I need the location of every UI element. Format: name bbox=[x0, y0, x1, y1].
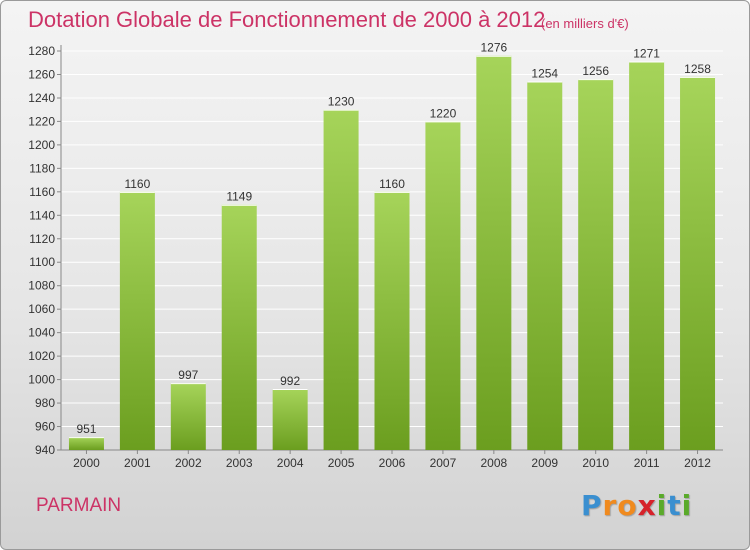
y-tick-label: 1000 bbox=[28, 373, 55, 387]
data-label: 1160 bbox=[124, 177, 150, 191]
commune-name: PARMAIN bbox=[36, 495, 122, 516]
bar bbox=[629, 61, 665, 450]
y-tick-label: 1200 bbox=[28, 138, 55, 152]
x-tick-label: 2008 bbox=[480, 456, 507, 470]
data-label: 1258 bbox=[684, 62, 711, 76]
x-tick-label: 2002 bbox=[175, 456, 202, 470]
logo-letter: o bbox=[617, 489, 638, 522]
y-tick-label: 1020 bbox=[28, 349, 55, 363]
x-tick-label: 2005 bbox=[328, 456, 355, 470]
bar bbox=[578, 79, 614, 450]
logo-letter: r bbox=[602, 489, 618, 522]
chart-title: Dotation Globale de Fonctionnement de 20… bbox=[28, 7, 546, 32]
bar bbox=[170, 383, 206, 450]
chart-subtitle: (en milliers d'€) bbox=[541, 16, 629, 31]
x-tick-label: 2001 bbox=[124, 456, 151, 470]
bar bbox=[680, 76, 716, 450]
y-tick-label: 1040 bbox=[28, 326, 55, 340]
x-tick-label: 2009 bbox=[531, 456, 558, 470]
y-tick-label: 1240 bbox=[28, 91, 55, 105]
bar bbox=[119, 191, 155, 450]
y-tick-label: 1100 bbox=[29, 255, 55, 269]
y-tick-label: 1280 bbox=[28, 44, 55, 58]
y-tick-label: 1080 bbox=[28, 279, 55, 293]
logo-letter: P bbox=[581, 489, 603, 522]
x-tick-label: 2011 bbox=[634, 456, 660, 470]
logo-letter: i bbox=[681, 489, 693, 522]
y-tick-label: 1060 bbox=[28, 302, 55, 316]
data-label: 1160 bbox=[379, 177, 405, 191]
logo-letter: t bbox=[667, 489, 682, 522]
x-tick-label: 2012 bbox=[684, 456, 711, 470]
bar bbox=[221, 204, 257, 450]
data-label: 1256 bbox=[582, 64, 609, 78]
data-label: 1276 bbox=[480, 41, 507, 55]
y-tick-label: 1120 bbox=[29, 232, 55, 246]
bar bbox=[323, 109, 359, 451]
data-label: 951 bbox=[76, 422, 96, 436]
y-tick-label: 980 bbox=[35, 396, 55, 410]
x-tick-label: 2007 bbox=[430, 456, 457, 470]
logo-letter: x bbox=[637, 489, 657, 522]
y-tick-label: 1180 bbox=[29, 161, 55, 175]
bar bbox=[68, 437, 104, 450]
data-label: 1254 bbox=[531, 67, 558, 81]
data-label: 992 bbox=[280, 374, 300, 388]
bar bbox=[476, 55, 512, 450]
y-tick-label: 1260 bbox=[28, 67, 55, 81]
y-tick-label: 1220 bbox=[28, 114, 55, 128]
y-tick-label: 940 bbox=[35, 443, 55, 457]
x-tick-label: 2006 bbox=[379, 456, 406, 470]
logo-letter: i bbox=[656, 489, 668, 522]
y-tick-label: 1160 bbox=[29, 185, 55, 199]
data-label: 1271 bbox=[633, 47, 660, 61]
y-tick-label: 1140 bbox=[29, 208, 55, 222]
x-tick-label: 2003 bbox=[226, 456, 253, 470]
bar bbox=[425, 121, 461, 450]
x-tick-label: 2004 bbox=[277, 456, 304, 470]
data-label: 1220 bbox=[430, 106, 457, 120]
bar bbox=[374, 191, 410, 450]
data-label: 1230 bbox=[328, 95, 355, 109]
data-label: 1149 bbox=[226, 190, 252, 204]
bar bbox=[272, 388, 308, 450]
y-tick-label: 960 bbox=[35, 420, 55, 434]
x-tick-label: 2010 bbox=[582, 456, 609, 470]
bar bbox=[527, 81, 563, 450]
x-tick-label: 2000 bbox=[73, 456, 100, 470]
proxiti-logo: Proxiti bbox=[581, 489, 692, 522]
data-label: 997 bbox=[178, 368, 198, 382]
